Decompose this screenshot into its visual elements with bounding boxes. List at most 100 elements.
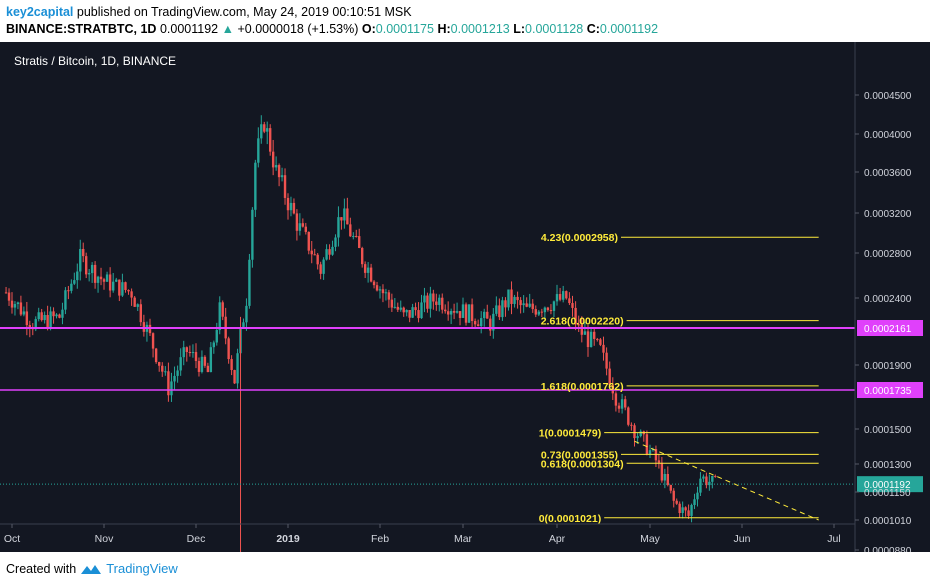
candle-body <box>343 208 346 221</box>
candle-body <box>372 281 376 286</box>
candle-body <box>10 300 14 308</box>
candle-body <box>504 300 507 308</box>
y-tick-label: 0.0002400 <box>864 294 912 305</box>
candle-body <box>565 291 568 299</box>
symbol-line: BINANCE:STRATBTC, 1D 0.0001192 ▲ +0.0000… <box>6 22 658 36</box>
candle-body <box>277 165 281 178</box>
candle-body <box>620 399 624 409</box>
y-tick-label: 0.0001150 <box>864 488 911 499</box>
candle-body <box>266 128 269 132</box>
candle-body <box>182 347 185 358</box>
candle-body <box>605 352 608 369</box>
candle-body <box>67 290 70 292</box>
candle-body <box>417 310 420 319</box>
candle-body <box>164 371 167 373</box>
candle-body <box>173 375 176 382</box>
candle-body <box>102 279 106 282</box>
candle-body <box>58 314 61 318</box>
candle-body <box>586 331 590 348</box>
candle-body <box>611 384 614 394</box>
candle-body <box>49 311 52 328</box>
fibonacci-extension[interactable]: 4.23(0.0002958) 2.618(0.0002220) 1.618(0.0… <box>539 232 819 525</box>
candle-body <box>414 307 417 311</box>
candle-body <box>93 264 97 283</box>
candle-body <box>46 314 49 328</box>
candle-body <box>76 271 79 281</box>
candle-body <box>179 357 182 371</box>
price-chart[interactable]: 4.23(0.0002958) 2.618(0.0002220) 1.618(0.0… <box>0 42 930 552</box>
candle-body <box>176 370 179 376</box>
candle-body <box>200 356 204 372</box>
candle-body <box>455 311 459 313</box>
low-value: 0.0001128 <box>525 22 584 36</box>
candle-body <box>304 226 308 232</box>
candle-body <box>473 321 477 325</box>
tradingview-brand[interactable]: TradingView <box>106 561 178 576</box>
candle-body <box>681 507 684 513</box>
high-value: 0.0001213 <box>450 22 510 36</box>
author-link[interactable]: key2capital <box>6 5 74 19</box>
candle-body <box>696 492 699 500</box>
candle-body <box>596 338 599 340</box>
candle-body <box>334 237 337 247</box>
candle-body <box>363 264 367 273</box>
candle-body <box>358 236 361 248</box>
x-tick-label: Jul <box>827 533 840 545</box>
candle-body <box>194 352 198 362</box>
candle-body <box>543 307 547 313</box>
candle-body <box>495 305 498 314</box>
candle-body <box>369 267 373 282</box>
publish-line: key2capital published on TradingView.com… <box>6 5 412 19</box>
y-tick-label: 0.0002800 <box>864 249 912 260</box>
candles <box>4 115 717 552</box>
candle-body <box>197 361 201 372</box>
candle-body <box>325 249 328 260</box>
candle-body <box>136 304 139 307</box>
candle-body <box>432 293 435 302</box>
x-tick-label: Dec <box>187 533 206 545</box>
candle-body <box>268 128 272 152</box>
candle-body <box>154 348 158 363</box>
candle-body <box>486 311 489 319</box>
y-tick-label: 0.0002161 <box>864 324 912 335</box>
candle-body <box>99 276 103 280</box>
candle-body <box>387 292 391 300</box>
candle-body <box>467 304 471 323</box>
candle-body <box>627 407 630 425</box>
published-text: published on TradingView.com, May 24, 20… <box>76 5 412 19</box>
close-label: C: <box>586 22 600 36</box>
candle-body <box>705 476 708 486</box>
candle-body <box>483 311 486 319</box>
candle-body <box>87 273 91 275</box>
candle-body <box>693 499 696 505</box>
candle-body <box>546 307 550 311</box>
candle-body <box>507 289 510 308</box>
footer: Created with TradingView <box>6 561 178 576</box>
candle-body <box>115 279 118 282</box>
candle-body <box>274 165 278 168</box>
candle-body <box>349 224 352 237</box>
candle-body <box>221 302 224 317</box>
chart-background <box>0 42 930 552</box>
x-tick-label: 2019 <box>276 533 300 545</box>
candle-body <box>118 279 121 296</box>
last-price-value: 0.0001192 <box>159 22 219 36</box>
candle-body <box>402 307 405 313</box>
candle-body <box>614 393 618 406</box>
candle-body <box>167 371 170 396</box>
candle-body <box>714 475 717 477</box>
candle-body <box>61 309 64 318</box>
candle-body <box>687 510 690 516</box>
candle-body <box>170 381 173 396</box>
candle-body <box>286 197 290 211</box>
fib-level-label: 4.23(0.0002958) <box>541 232 618 244</box>
candle-body <box>301 223 305 227</box>
candle-body <box>280 175 284 178</box>
candle-body <box>313 254 316 256</box>
candle-body <box>519 300 522 306</box>
levels <box>0 327 855 485</box>
candle-body <box>411 307 414 318</box>
candle-body <box>568 298 571 304</box>
y-tick-label: 0.0000880 <box>864 546 912 552</box>
y-tick-label: 0.0001500 <box>864 425 912 436</box>
